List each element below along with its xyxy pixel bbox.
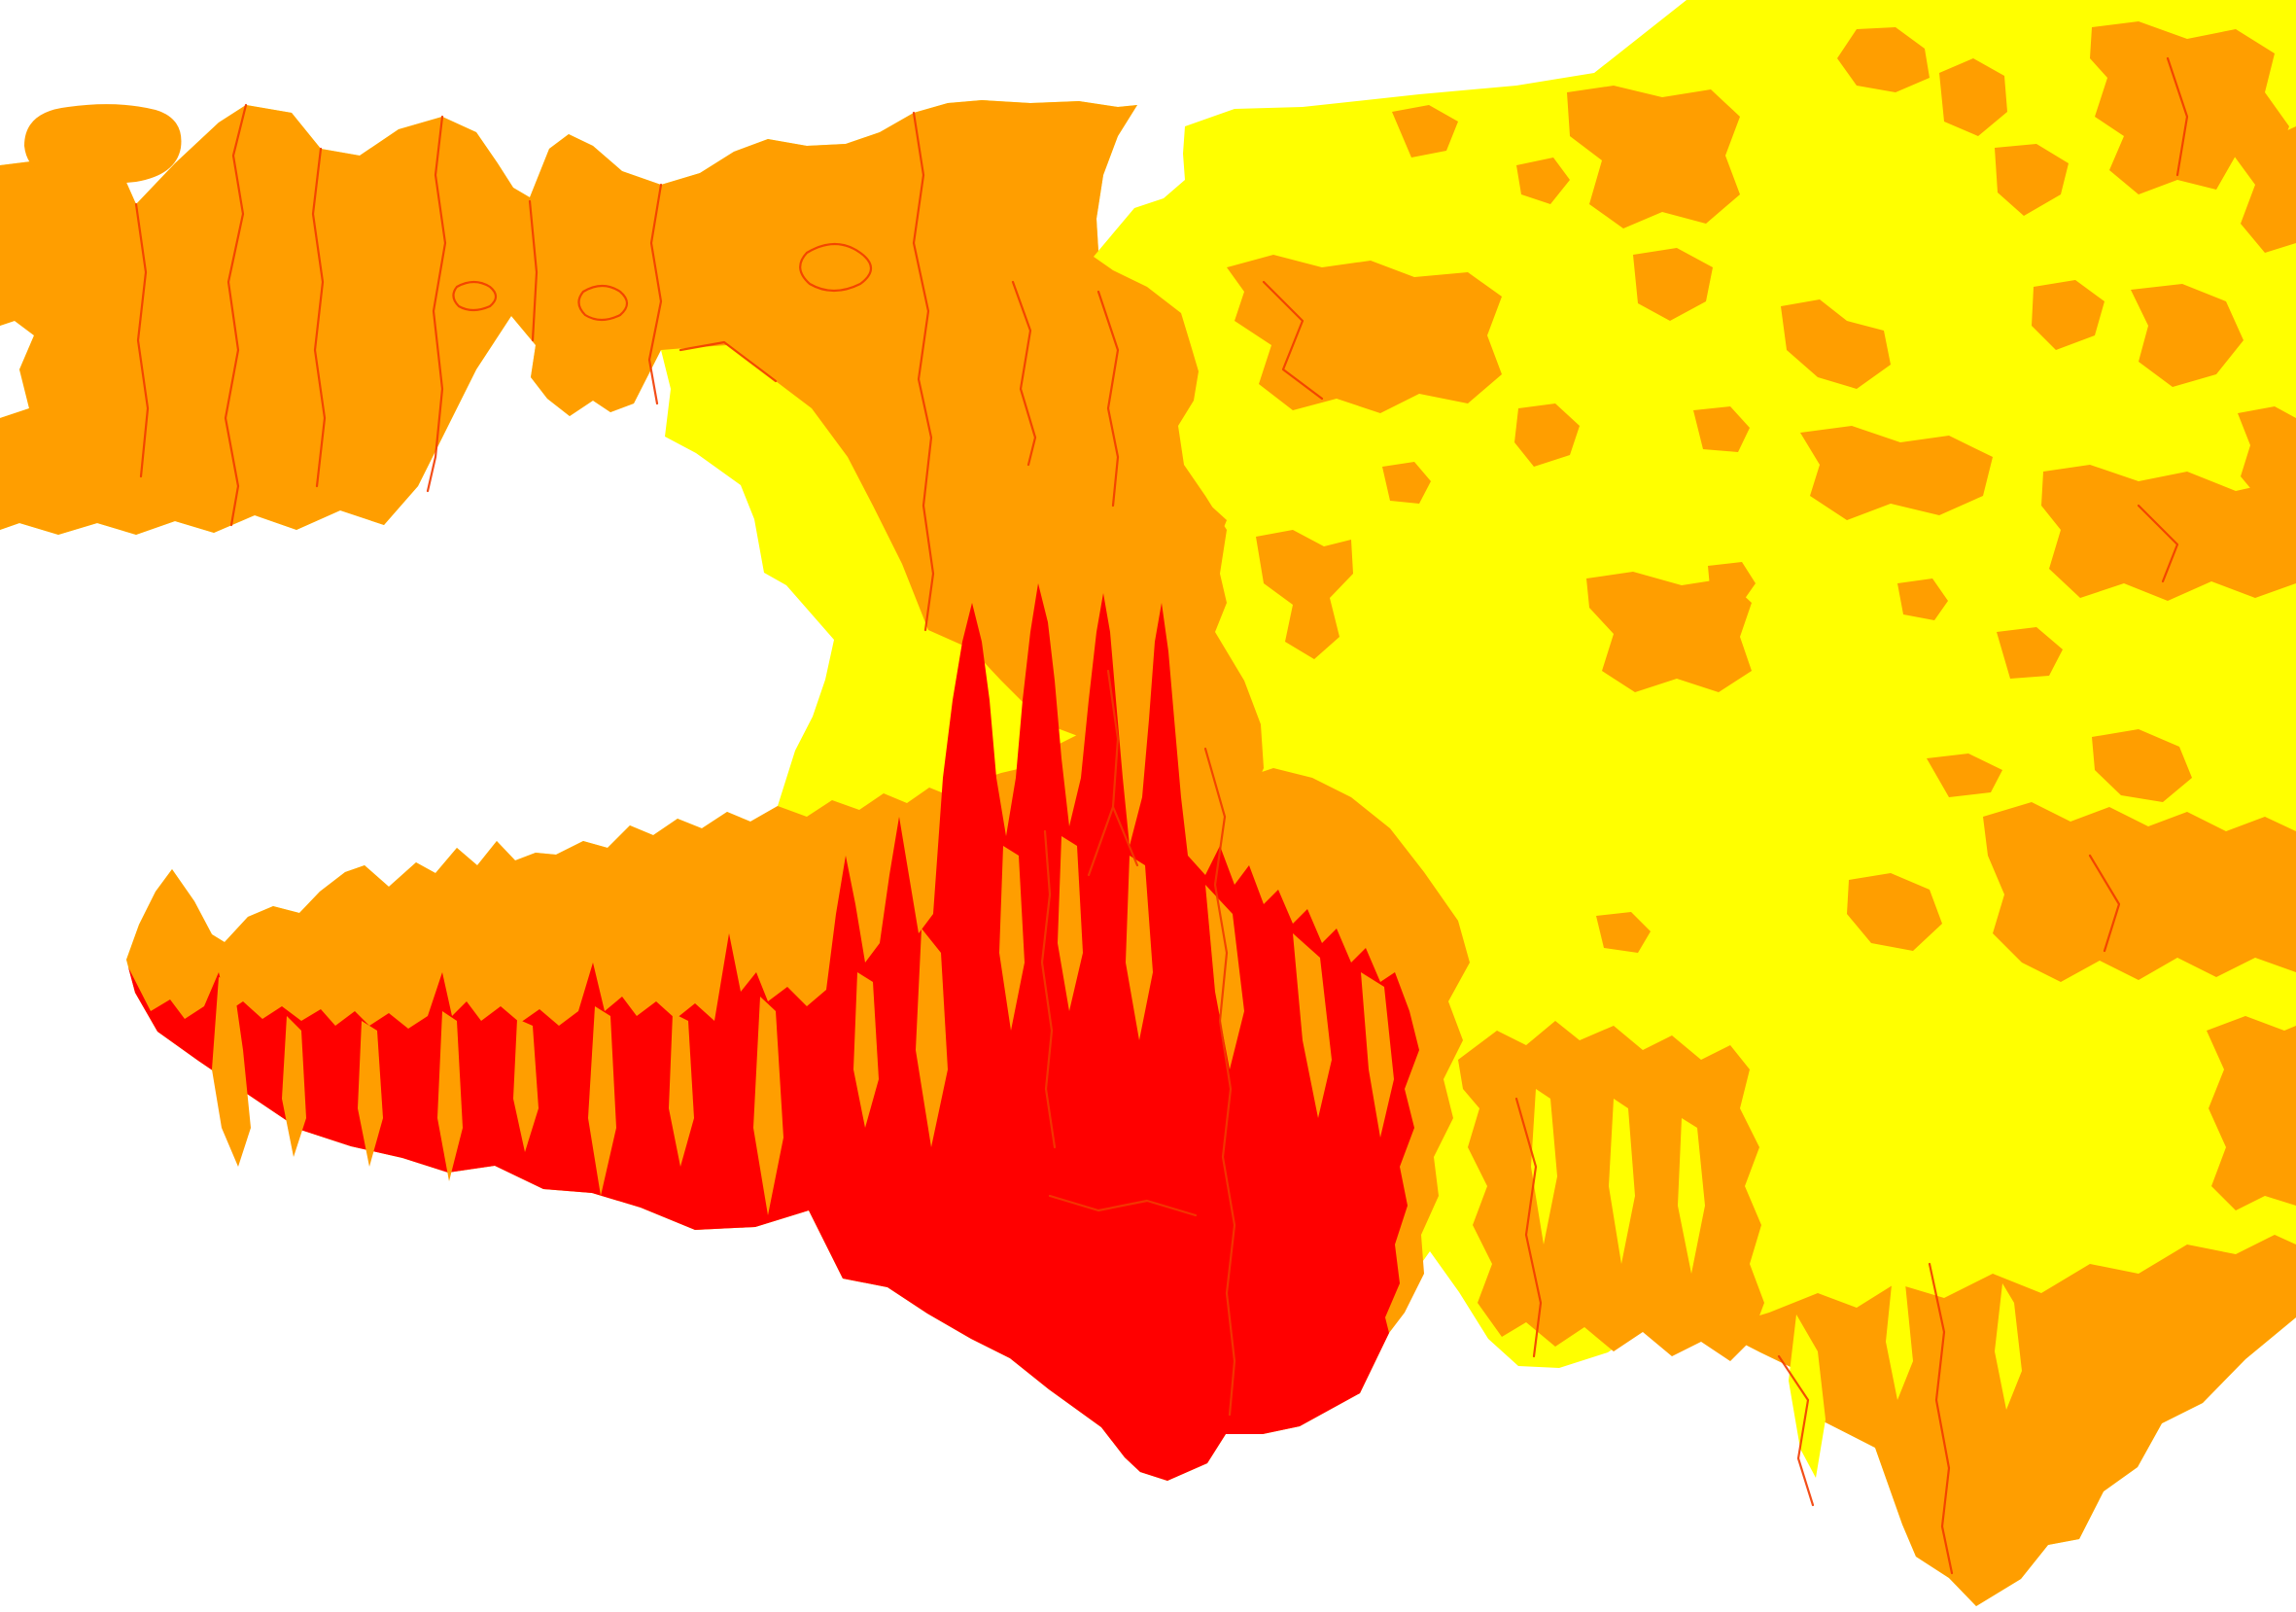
upland-patch[interactable] (2032, 280, 2105, 350)
upland-patch[interactable] (1382, 462, 1431, 504)
valley-finger[interactable] (212, 977, 251, 1167)
upland-patch[interactable] (2207, 1016, 2296, 1210)
upland-patch[interactable] (1837, 27, 1930, 92)
upland-patch[interactable] (1983, 802, 2296, 982)
valley-streak (1886, 1266, 1913, 1400)
district-border-line (452, 280, 498, 312)
valley-finger[interactable] (588, 1006, 616, 1196)
upland-patch[interactable] (1227, 255, 1502, 413)
upland-patch[interactable] (1995, 144, 2069, 216)
district-border-line (678, 340, 778, 383)
district-border-line (1777, 1354, 1815, 1507)
upland-patch[interactable] (1781, 299, 1891, 389)
upland-patch[interactable] (1596, 912, 1651, 953)
upland-patch[interactable] (1198, 776, 1291, 844)
district-border-line (1514, 1097, 1543, 1358)
district-border-line (224, 103, 248, 527)
district-border-line (1040, 829, 1057, 1149)
valley-fingers (212, 836, 1394, 1215)
valley-finger[interactable] (1293, 933, 1332, 1118)
se-lobe-valleys (1789, 1266, 2022, 1478)
region-nw-blob[interactable] (24, 104, 182, 185)
district-border-line (1011, 280, 1037, 467)
valley-streak (1531, 1089, 1557, 1244)
valley-streak (1995, 1283, 2022, 1410)
district-border-line (647, 183, 663, 405)
valley-finger[interactable] (916, 929, 948, 1147)
district-border-line (426, 115, 447, 493)
valley-finger[interactable] (1126, 856, 1153, 1040)
valley-finger[interactable] (1361, 972, 1394, 1138)
upland-patch[interactable] (1392, 105, 1458, 158)
valley-finger[interactable] (753, 997, 783, 1215)
upland-patch[interactable] (1314, 822, 1388, 873)
valley-finger[interactable] (513, 1019, 539, 1152)
valley-streak (1678, 1118, 1705, 1274)
district-border-line (1262, 280, 1324, 401)
upland-patch[interactable] (1171, 501, 1227, 549)
valley-finger[interactable] (669, 1013, 694, 1167)
upland-patch[interactable] (2092, 729, 2192, 802)
district-border-line (2137, 504, 2179, 583)
upland-patches (1171, 21, 2296, 1210)
region-se-lobe[interactable] (1715, 1235, 2296, 1606)
district-border-line (528, 199, 539, 342)
district-border-line (134, 202, 150, 478)
upland-patch[interactable] (1567, 86, 1740, 228)
valley-finger[interactable] (999, 846, 1025, 1031)
upland-patch[interactable] (2041, 465, 2296, 601)
upland-patch[interactable] (1927, 753, 2002, 797)
valley-streak (1609, 1099, 1635, 1264)
district-border-line (577, 284, 629, 322)
upland-patch[interactable] (1997, 627, 2063, 679)
district-border-line (1096, 290, 1120, 508)
district-border-line (2088, 854, 2121, 953)
upland-patch[interactable] (1514, 403, 1580, 467)
upland-patch[interactable] (1586, 572, 1752, 692)
district-border-line (912, 111, 935, 632)
upland-patch[interactable] (1516, 158, 1570, 204)
upland-patch[interactable] (1693, 406, 1750, 452)
upland-patch[interactable] (1939, 58, 2007, 136)
dendritic-valleys (1531, 1089, 1705, 1274)
upland-patch[interactable] (2231, 122, 2296, 253)
upland-patch[interactable] (1800, 426, 1993, 520)
upland-patch[interactable] (1633, 248, 1713, 321)
upland-patch[interactable] (1256, 530, 1353, 659)
region-nw-uplands[interactable] (0, 100, 1264, 802)
valley-finger[interactable] (437, 1011, 463, 1181)
district-border-line (1048, 1194, 1198, 1217)
valley-streak (1789, 1314, 1826, 1478)
upland-patch[interactable] (2131, 284, 2244, 387)
district-borders (134, 56, 2189, 1575)
valley-finger[interactable] (358, 1021, 383, 1167)
district-border-line (1928, 1262, 1954, 1575)
valley-finger[interactable] (853, 972, 879, 1128)
district-border-line (1087, 669, 1139, 877)
region-nw-blob[interactable] (0, 178, 146, 299)
district-border-line (799, 242, 873, 293)
district-border-line (2166, 56, 2189, 177)
upland-patch[interactable] (1847, 873, 1942, 951)
district-border-line (1203, 747, 1236, 1417)
valley-finger[interactable] (282, 1016, 306, 1157)
district-border-line (311, 147, 327, 488)
valley-finger[interactable] (1058, 836, 1083, 1011)
upland-patch[interactable] (2238, 406, 2296, 506)
upland-patch[interactable] (1897, 578, 1948, 620)
